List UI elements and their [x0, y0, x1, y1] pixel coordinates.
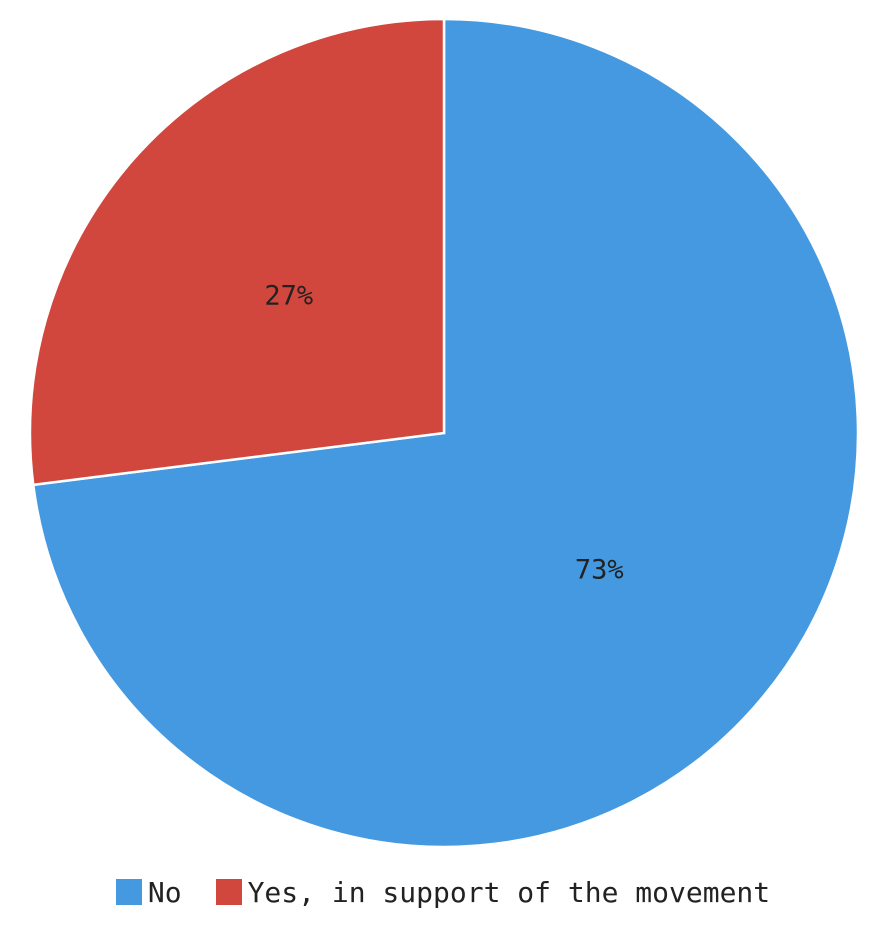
pie-slice-no: [31, 17, 860, 849]
legend-label-yes: Yes, in support of the movement: [247, 875, 771, 909]
legend-swatch-yes: [215, 879, 242, 905]
legend-label-no: No: [147, 875, 182, 909]
pie-slice-yes: [28, 17, 446, 487]
chart-legend: No Yes, in support of the movement: [0, 868, 886, 916]
legend-item-yes: Yes, in support of the movement: [215, 875, 771, 909]
pie-slices: [28, 17, 860, 849]
pie-plot-area: 73% 27%: [28, 17, 860, 849]
slice-label-yes: 27%: [264, 281, 313, 312]
pie-slice-labels: 73% 27%: [264, 281, 623, 586]
legend-item-no: No: [115, 875, 182, 909]
slice-label-no: 73%: [575, 554, 624, 585]
legend-swatch-no: [115, 879, 142, 905]
